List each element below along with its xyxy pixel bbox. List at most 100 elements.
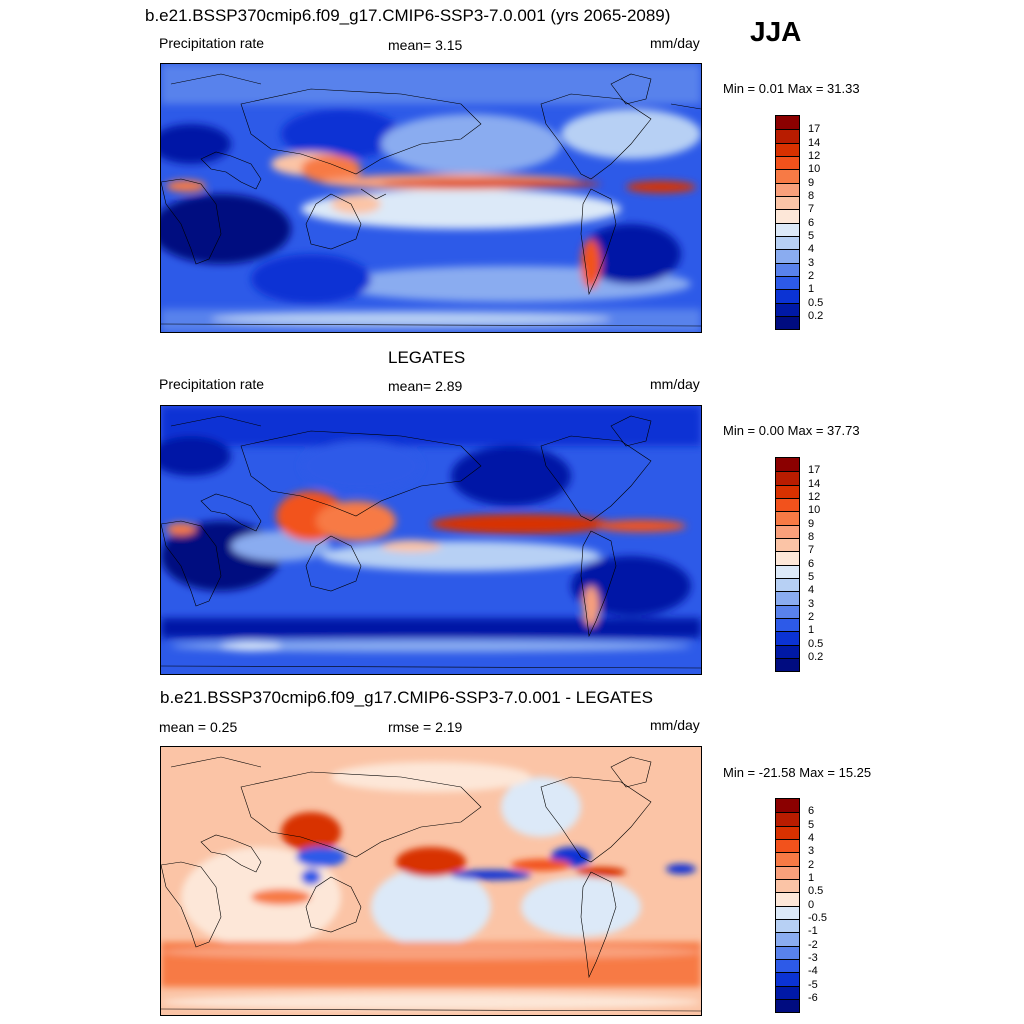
rmse-label: rmse = 2.19	[388, 719, 463, 735]
colorbar-tick-label: 4	[808, 832, 815, 844]
colorbar-tick-label: 8	[808, 190, 815, 202]
colorbar-tick-label: 0.5	[808, 885, 824, 897]
colorbar-tick-label: 1	[808, 624, 815, 636]
colorbar-tick-label: -0.5	[808, 912, 827, 924]
units-label: mm/day	[650, 717, 700, 733]
colorbar-tick-label: 6	[808, 558, 815, 570]
colorbar-tick-label: 2	[808, 859, 815, 871]
colorbar-swatch	[776, 525, 799, 539]
colorbar-swatch	[776, 959, 799, 973]
colorbar-tick-label: 2	[808, 270, 815, 282]
colorbar-tick-label: 1	[808, 872, 815, 884]
units-label: mm/day	[650, 35, 700, 51]
colorbar-swatch	[776, 565, 799, 579]
colorbar-swatch	[776, 538, 799, 552]
colorbar-swatch	[776, 249, 799, 263]
colorbar-tick-label: 14	[808, 478, 821, 490]
colorbar-swatch	[776, 498, 799, 512]
minmax-label: Min = 0.01 Max = 31.33	[723, 81, 860, 96]
colorbar-tick-label: 6	[808, 805, 815, 817]
colorbar-swatch	[776, 591, 799, 605]
colorbar-tick-label: 3	[808, 598, 815, 610]
colorbar-tick-label: -3	[808, 952, 818, 964]
colorbar-swatch	[776, 183, 799, 197]
colorbar-tick-label: -5	[808, 979, 818, 991]
colorbar-swatch	[776, 839, 799, 853]
colorbar-swatch	[776, 169, 799, 183]
colorbar-swatch	[776, 919, 799, 933]
colorbar-tick-label: 12	[808, 150, 821, 162]
colorbar-tick-label: 3	[808, 845, 815, 857]
mean-label: mean= 3.15	[388, 37, 463, 53]
colorbar-tick-label: 4	[808, 584, 815, 596]
colorbar-tick-label: 0.5	[808, 638, 824, 650]
colorbar-swatch	[776, 946, 799, 960]
colorbar-tick-label: 10	[808, 504, 821, 516]
colorbar-swatch	[776, 852, 799, 866]
variable-label: Precipitation rate	[159, 376, 265, 392]
colorbar-tick-label: 3	[808, 257, 815, 269]
colorbar-tick-label: 5	[808, 230, 815, 242]
panel-title: b.e21.BSSP370cmip6.f09_g17.CMIP6-SSP3-7.…	[145, 6, 671, 25]
colorbar-swatch	[776, 578, 799, 592]
units-label: mm/day	[650, 376, 700, 392]
colorbar-swatch	[776, 892, 799, 906]
colorbar	[775, 115, 800, 330]
mean-label: mean= 2.89	[388, 378, 463, 394]
colorbar-swatch	[776, 986, 799, 1000]
colorbar-tick-label: 0	[808, 899, 815, 911]
colorbar-tick-label: 9	[808, 518, 815, 530]
colorbar	[775, 457, 800, 672]
colorbar-swatch	[776, 511, 799, 525]
colorbar-swatch	[776, 143, 799, 157]
precipitation-map	[160, 63, 702, 333]
variable-label: Precipitation rate	[159, 35, 265, 51]
colorbar-tick-label: 4	[808, 243, 815, 255]
minmax-label: Min = -21.58 Max = 15.25	[723, 765, 872, 780]
colorbar-tick-label: 1	[808, 283, 815, 295]
colorbar-swatch	[776, 236, 799, 250]
colorbar-swatch	[776, 999, 799, 1012]
colorbar-swatch	[776, 471, 799, 485]
colorbar-tick-label: 8	[808, 531, 815, 543]
colorbar-swatch	[776, 303, 799, 317]
panel-title: LEGATES	[388, 348, 466, 367]
colorbar-tick-label: -4	[808, 965, 818, 977]
colorbar-swatch	[776, 116, 799, 130]
colorbar-swatch	[776, 645, 799, 659]
colorbar-swatch	[776, 316, 799, 329]
colorbar-swatch	[776, 812, 799, 826]
panel-title: b.e21.BSSP370cmip6.f09_g17.CMIP6-SSP3-7.…	[160, 688, 653, 707]
colorbar-tick-label: -6	[808, 992, 818, 1004]
colorbar-swatch	[776, 196, 799, 210]
colorbar-swatch	[776, 485, 799, 499]
colorbar-swatch	[776, 276, 799, 290]
colorbar-swatch	[776, 631, 799, 645]
colorbar-tick-label: 17	[808, 464, 821, 476]
colorbar-tick-label: 10	[808, 163, 821, 175]
colorbar-swatch	[776, 209, 799, 223]
minmax-label: Min = 0.00 Max = 37.73	[723, 423, 860, 438]
colorbar-swatch	[776, 156, 799, 170]
colorbar-swatch	[776, 458, 799, 472]
difference-map	[160, 746, 702, 1016]
colorbar-tick-label: 12	[808, 491, 821, 503]
colorbar-tick-label: 5	[808, 571, 815, 583]
colorbar-tick-label: 7	[808, 203, 815, 215]
colorbar-swatch	[776, 605, 799, 619]
colorbar-swatch	[776, 263, 799, 277]
colorbar-swatch	[776, 906, 799, 920]
colorbar-swatch	[776, 799, 799, 813]
colorbar-swatch	[776, 129, 799, 143]
colorbar-tick-label: 2	[808, 611, 815, 623]
colorbar-tick-label: 14	[808, 137, 821, 149]
colorbar-tick-label: 0.5	[808, 297, 824, 309]
colorbar-tick-label: 0.2	[808, 310, 824, 322]
colorbar-swatch	[776, 972, 799, 986]
colorbar-tick-label: 17	[808, 123, 821, 135]
colorbar-tick-label: 7	[808, 544, 815, 556]
colorbar-tick-label: 9	[808, 177, 815, 189]
precipitation-map	[160, 405, 702, 675]
colorbar-tick-label: 5	[808, 819, 815, 831]
colorbar-tick-label: 6	[808, 217, 815, 229]
